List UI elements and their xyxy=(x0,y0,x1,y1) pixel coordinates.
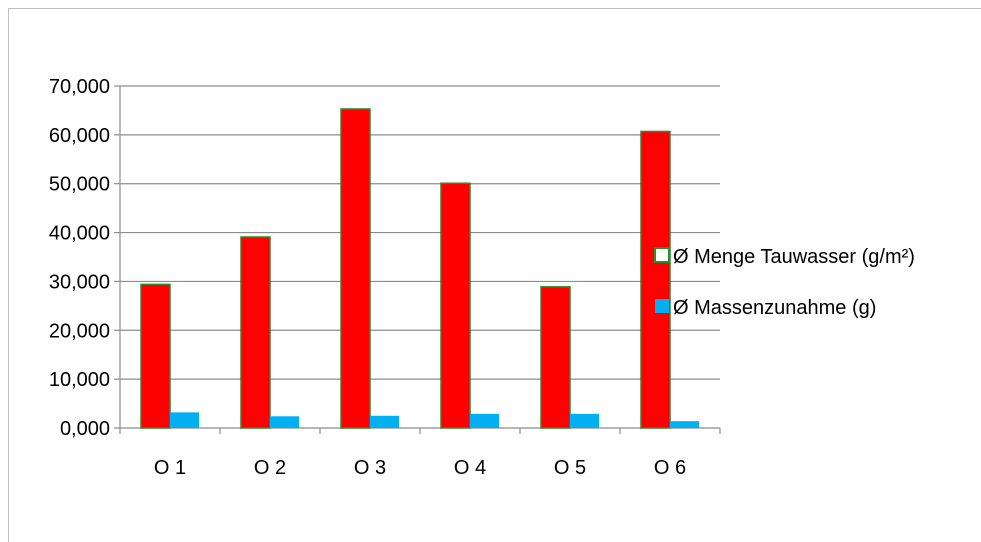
bar-massenzunahme xyxy=(370,415,399,428)
bars xyxy=(140,108,699,429)
x-tick-label: O 3 xyxy=(354,457,386,479)
y-tick-label: 20,000 xyxy=(49,320,110,342)
x-tick-label: O 6 xyxy=(654,457,686,479)
y-tick-label: 30,000 xyxy=(49,271,110,293)
y-tick-label: 50,000 xyxy=(49,174,110,196)
y-axis: 0,000 10,000 20,000 30,000 40,000 50,000 60,00… xyxy=(49,76,121,440)
x-axis: O 1 O 2 O 3 O 4 O 5 O 6 xyxy=(119,427,721,479)
y-tick-label: 70,000 xyxy=(49,76,110,98)
x-tick-label: O 1 xyxy=(154,457,186,479)
bar-tauwasser xyxy=(140,283,171,429)
gridlines xyxy=(120,85,720,380)
y-tick-label: 40,000 xyxy=(49,223,110,245)
y-tick-label: 0,000 xyxy=(60,418,110,440)
bar-tauwasser xyxy=(640,130,671,429)
x-tick-label: O 5 xyxy=(554,457,586,479)
y-tick-label: 10,000 xyxy=(49,369,110,391)
bar-tauwasser xyxy=(240,236,271,429)
bar-massenzunahme xyxy=(470,413,499,428)
bar-tauwasser xyxy=(340,108,371,429)
x-tick-label: O 4 xyxy=(454,457,486,479)
y-tick-label: 60,000 xyxy=(49,125,110,147)
x-tick-label: O 2 xyxy=(254,457,286,479)
legend: Ø Menge Tauwasser (g/m²) Ø Massenzunahme … xyxy=(654,246,915,319)
bar-tauwasser xyxy=(440,182,471,429)
bar-tauwasser xyxy=(540,286,571,429)
bar-massenzunahme xyxy=(670,421,699,428)
bar-massenzunahme xyxy=(170,412,199,428)
chart-frame xyxy=(8,8,981,542)
bar-massenzunahme xyxy=(270,416,299,428)
legend-swatch xyxy=(655,299,669,313)
legend-label: Ø Menge Tauwasser (g/m²) xyxy=(673,246,915,268)
legend-swatch xyxy=(654,247,670,263)
legend-label: Ø Massenzunahme (g) xyxy=(673,297,876,319)
bar-massenzunahme xyxy=(570,413,599,428)
